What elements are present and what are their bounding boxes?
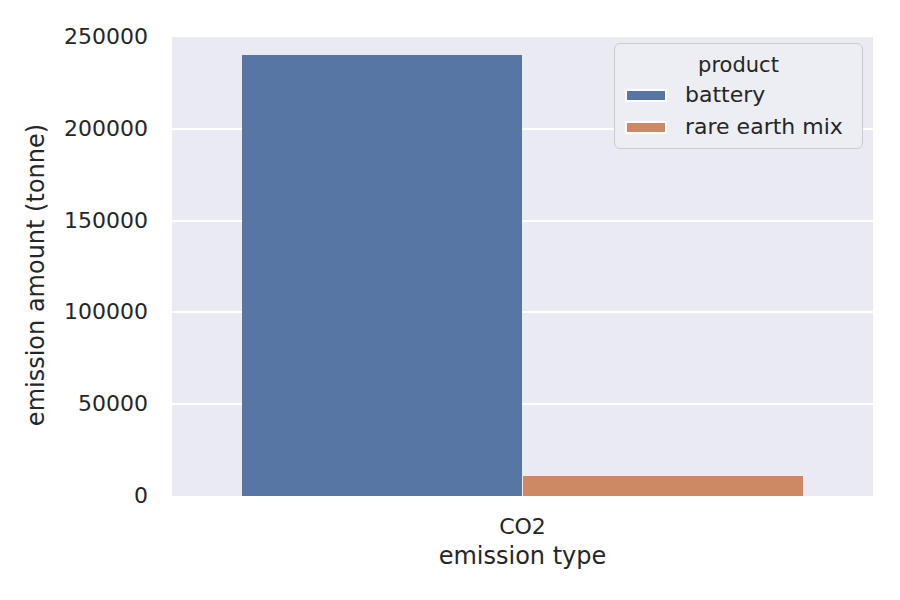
y-tick-label: 0 bbox=[20, 485, 148, 507]
legend-label: rare earth mix bbox=[685, 113, 843, 141]
legend: product battery rare earth mix bbox=[614, 43, 863, 149]
bar-rare-earth-mix bbox=[523, 476, 803, 496]
battery-color-swatch bbox=[625, 89, 667, 102]
x-axis-label: emission type bbox=[172, 541, 873, 571]
rare-earth-mix-color-swatch bbox=[625, 121, 667, 134]
y-tick-label: 100000 bbox=[20, 301, 148, 323]
legend-label: battery bbox=[685, 81, 765, 109]
y-tick-label: 200000 bbox=[20, 118, 148, 140]
y-tick-labels: 050000100000150000200000250000 bbox=[20, 37, 148, 496]
x-tick-label: CO2 bbox=[172, 513, 873, 541]
legend-item-battery: battery bbox=[615, 79, 862, 111]
y-tick-label: 250000 bbox=[20, 26, 148, 48]
y-tick-label: 150000 bbox=[20, 210, 148, 232]
legend-item-rare-earth-mix: rare earth mix bbox=[615, 111, 862, 143]
y-tick-label: 50000 bbox=[20, 393, 148, 415]
x-tick-labels: CO2 bbox=[172, 513, 873, 541]
bar-battery bbox=[242, 55, 522, 496]
legend-title: product bbox=[615, 51, 862, 79]
bar-chart-figure: emission amount (tonne) 0500001000001500… bbox=[0, 0, 900, 600]
